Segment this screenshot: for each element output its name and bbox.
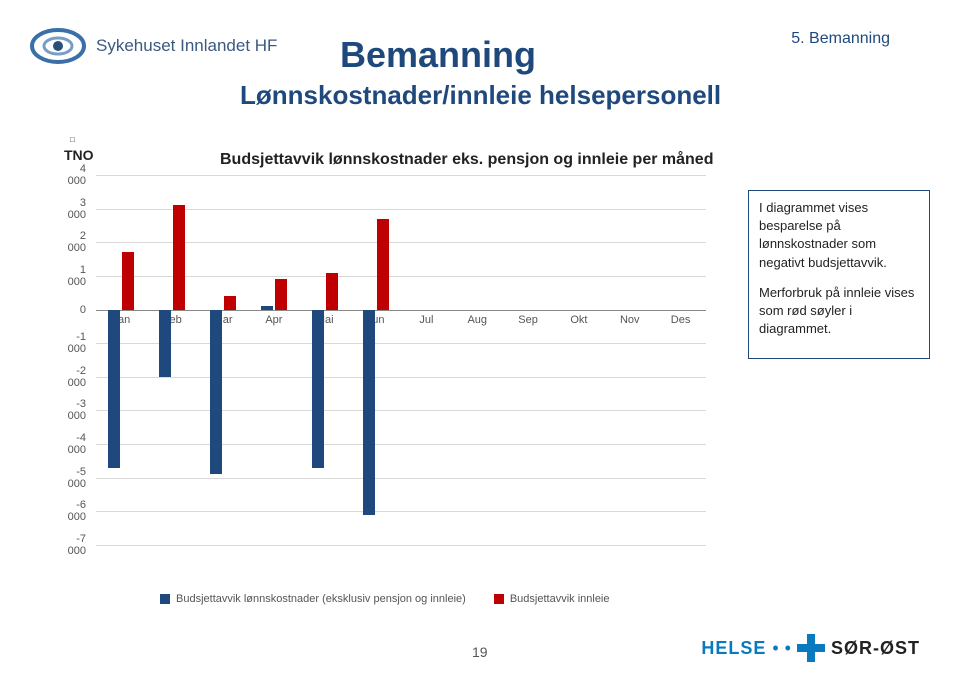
x-tick-label: Mai [305, 314, 345, 326]
y-tick-label: -3 000 [68, 398, 86, 422]
y-tick-label: 3 000 [68, 197, 86, 221]
plot-area: 4 0003 0002 0001 0000-1 000-2 000-3 000-… [96, 175, 706, 545]
legend-item: Budsjettavvik innleie [494, 593, 610, 605]
x-tick-label: Nov [610, 314, 650, 326]
x-tick-label: Apr [254, 314, 294, 326]
bar [159, 310, 171, 377]
chart-legend: Budsjettavvik lønnskostnader (eksklusiv … [160, 593, 610, 605]
gridline [96, 242, 706, 243]
y-tick-label: -5 000 [68, 466, 86, 490]
bar [275, 279, 287, 309]
y-tick-label: 0 [80, 304, 86, 316]
bar [377, 219, 389, 310]
x-tick-label: Des [661, 314, 701, 326]
y-tick-label: -2 000 [68, 365, 86, 389]
info-box: I diagrammet vises besparelse på lønnsko… [748, 190, 930, 359]
info-paragraph-1: I diagrammet vises besparelse på lønnsko… [759, 199, 919, 272]
gridline [96, 310, 706, 311]
y-tick-label: -7 000 [68, 533, 86, 557]
x-tick-label: Feb [152, 314, 192, 326]
tno-unit-marker: □ [70, 135, 75, 144]
bar [261, 306, 273, 309]
x-tick-label: Jan [101, 314, 141, 326]
gridline [96, 276, 706, 277]
gridline [96, 410, 706, 411]
bar [363, 310, 375, 515]
dot-sep-2: • [785, 638, 791, 659]
gridline [96, 343, 706, 344]
logo-swirl-icon [28, 24, 88, 68]
legend-swatch [494, 594, 504, 604]
legend-label: Budsjettavvik lønnskostnader (eksklusiv … [176, 593, 466, 605]
y-tick-label: 2 000 [68, 230, 86, 254]
legend-swatch [160, 594, 170, 604]
y-tick-label: -4 000 [68, 432, 86, 456]
x-tick-label: Jul [406, 314, 446, 326]
page-title: Bemanning [340, 34, 536, 76]
x-tick-label: Okt [559, 314, 599, 326]
gridline [96, 209, 706, 210]
bar [224, 296, 236, 309]
y-tick-label: -6 000 [68, 499, 86, 523]
cross-icon [797, 634, 825, 662]
bar-chart: □ TNO Budsjettavvik lønnskostnader eks. … [40, 165, 720, 595]
y-tick-label: 4 000 [68, 163, 86, 187]
logo-text: Sykehuset Innlandet HF [96, 36, 277, 56]
chart-title: Budsjettavvik lønnskostnader eks. pensjo… [220, 151, 713, 169]
legend-label: Budsjettavvik innleie [510, 593, 610, 605]
footer-logo: HELSE • • SØR-ØST [701, 634, 920, 662]
x-tick-label: Mar [203, 314, 243, 326]
dot-sep: • [772, 638, 778, 659]
legend-item: Budsjettavvik lønnskostnader (eksklusiv … [160, 593, 466, 605]
bar [312, 310, 324, 468]
bar [173, 205, 185, 309]
footer-right: SØR-ØST [831, 638, 920, 659]
y-tick-label: 1 000 [68, 264, 86, 288]
bar [326, 273, 338, 310]
gridline [96, 444, 706, 445]
gridline [96, 511, 706, 512]
hospital-logo: Sykehuset Innlandet HF [28, 24, 277, 68]
section-label: 5. Bemanning [791, 30, 890, 48]
bar [122, 252, 134, 309]
gridline [96, 545, 706, 546]
footer-left: HELSE [701, 638, 766, 659]
x-tick-label: Jun [356, 314, 396, 326]
bar [210, 310, 222, 475]
gridline [96, 377, 706, 378]
page-number: 19 [472, 644, 488, 660]
gridline [96, 478, 706, 479]
x-tick-label: Aug [457, 314, 497, 326]
y-axis-unit-label: TNO [64, 147, 94, 163]
page-subtitle: Lønnskostnader/innleie helsepersonell [240, 80, 721, 111]
y-tick-label: -1 000 [68, 331, 86, 355]
info-paragraph-2: Merforbruk på innleie vises som rød søyl… [759, 284, 919, 339]
x-tick-label: Sep [508, 314, 548, 326]
bar [108, 310, 120, 468]
gridline [96, 175, 706, 176]
